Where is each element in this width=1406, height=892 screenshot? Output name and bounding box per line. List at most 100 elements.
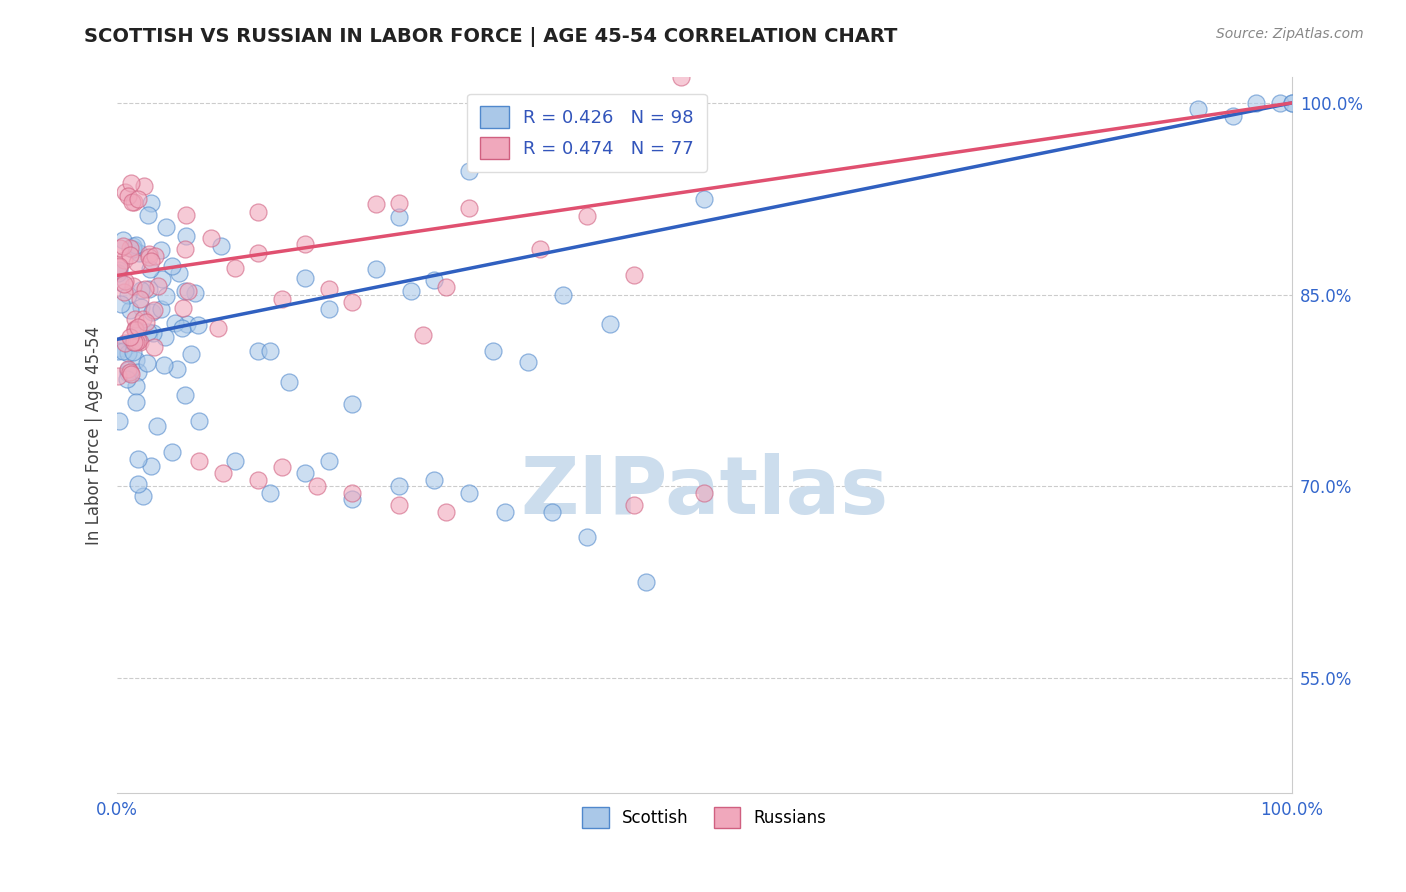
Point <box>107 343 129 358</box>
Point <box>259 343 281 358</box>
Point <box>294 467 316 481</box>
Point <box>184 285 207 300</box>
Point <box>128 324 150 338</box>
Point <box>112 277 135 291</box>
Point <box>112 253 135 268</box>
Point <box>693 193 716 207</box>
Point <box>120 241 142 255</box>
Point <box>1222 109 1244 123</box>
Point <box>388 196 411 211</box>
Point <box>108 260 131 274</box>
Point <box>340 396 363 410</box>
Point <box>187 318 209 333</box>
Point <box>458 163 481 178</box>
Point <box>112 285 135 300</box>
Point <box>224 453 246 467</box>
Point <box>187 414 209 428</box>
Point <box>458 201 481 215</box>
Point <box>127 477 149 491</box>
Point <box>112 233 135 247</box>
Point <box>434 505 457 519</box>
Point <box>270 460 292 475</box>
Point <box>540 505 562 519</box>
Point <box>270 292 292 306</box>
Point <box>1268 95 1291 110</box>
Point <box>107 263 129 277</box>
Point <box>117 363 139 377</box>
Point <box>575 209 598 223</box>
Point <box>153 358 176 372</box>
Point <box>207 321 229 335</box>
Point <box>209 239 232 253</box>
Point <box>117 346 139 360</box>
Point <box>247 473 270 487</box>
Point <box>482 344 505 359</box>
Point <box>177 284 200 298</box>
Point <box>247 204 270 219</box>
Point <box>623 498 645 512</box>
Point <box>128 293 150 307</box>
Point <box>138 247 160 261</box>
Point <box>634 574 657 589</box>
Point <box>114 336 136 351</box>
Point <box>388 210 411 224</box>
Point <box>145 418 167 433</box>
Point <box>118 330 141 344</box>
Point <box>122 238 145 252</box>
Point <box>494 154 516 169</box>
Point <box>120 177 142 191</box>
Point <box>110 297 132 311</box>
Point <box>172 301 194 315</box>
Point <box>138 250 160 264</box>
Point <box>129 334 152 349</box>
Point <box>142 303 165 318</box>
Point <box>340 491 363 506</box>
Point <box>165 316 187 330</box>
Point <box>117 362 139 376</box>
Point <box>127 365 149 379</box>
Point <box>174 388 197 402</box>
Point <box>305 479 328 493</box>
Point <box>399 284 422 298</box>
Point <box>114 274 136 288</box>
Point <box>117 287 139 301</box>
Point <box>139 196 162 211</box>
Point <box>200 231 222 245</box>
Point <box>142 326 165 340</box>
Point <box>155 289 177 303</box>
Point <box>132 311 155 326</box>
Point <box>117 366 139 380</box>
Point <box>114 186 136 200</box>
Point <box>107 414 129 428</box>
Point <box>634 131 657 145</box>
Point <box>122 335 145 350</box>
Point <box>1246 95 1268 110</box>
Point <box>149 301 172 316</box>
Point <box>167 267 190 281</box>
Point <box>364 262 387 277</box>
Point <box>121 195 143 210</box>
Point <box>125 352 148 367</box>
Point <box>132 489 155 503</box>
Point <box>122 195 145 210</box>
Point <box>108 341 131 355</box>
Point <box>494 505 516 519</box>
Point <box>149 243 172 257</box>
Point <box>139 262 162 277</box>
Point <box>138 282 160 296</box>
Point <box>124 322 146 336</box>
Point <box>121 344 143 359</box>
Point <box>141 305 163 319</box>
Point <box>127 320 149 334</box>
Point <box>173 284 195 298</box>
Point <box>153 330 176 344</box>
Point <box>125 379 148 393</box>
Point <box>693 485 716 500</box>
Point <box>340 294 363 309</box>
Point <box>143 249 166 263</box>
Legend: Scottish, Russians: Scottish, Russians <box>575 801 834 834</box>
Point <box>1281 95 1303 110</box>
Point <box>318 282 340 296</box>
Point <box>318 453 340 467</box>
Point <box>529 242 551 256</box>
